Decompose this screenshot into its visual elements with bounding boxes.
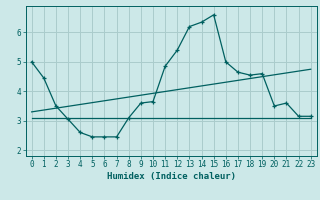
X-axis label: Humidex (Indice chaleur): Humidex (Indice chaleur) [107, 172, 236, 181]
